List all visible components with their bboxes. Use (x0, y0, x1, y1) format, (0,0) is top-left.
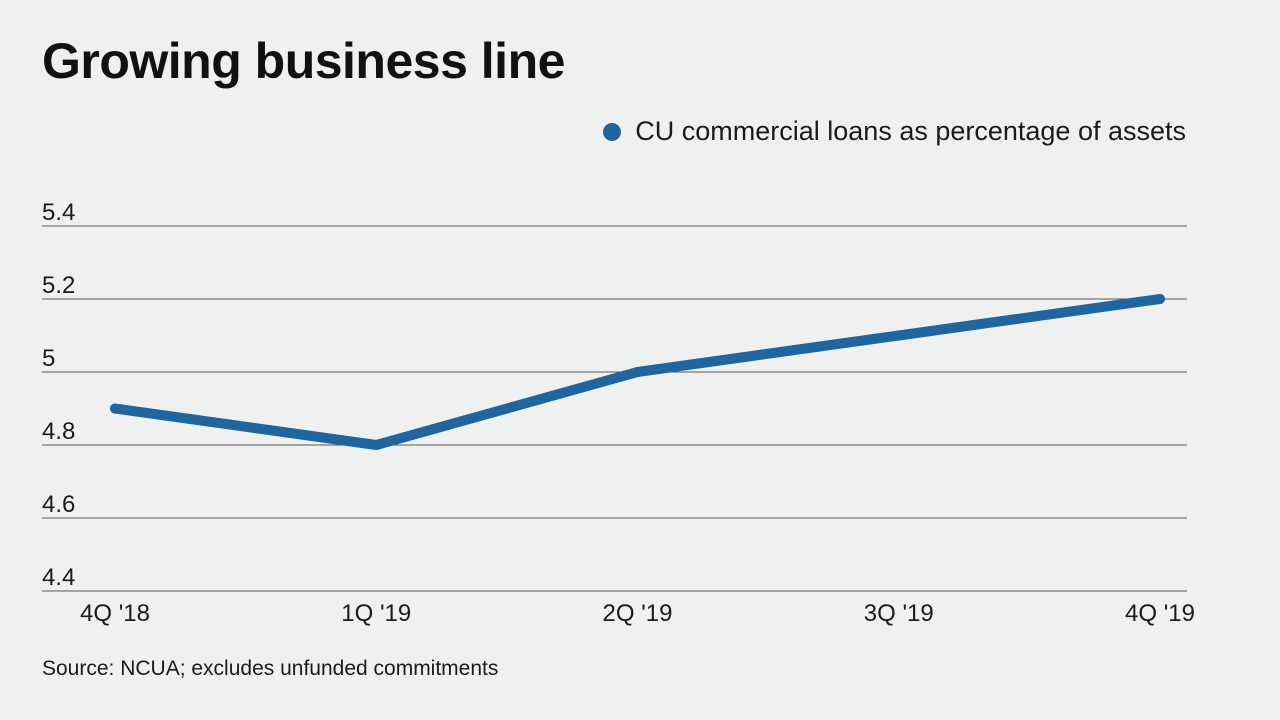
data-point (371, 440, 382, 450)
legend-label: CU commercial loans as percentage of ass… (635, 116, 1186, 146)
legend: CU commercial loans as percentage of ass… (603, 116, 1186, 147)
y-tick-label: 5 (42, 345, 55, 372)
y-tick-label: 4.4 (42, 564, 75, 591)
y-tick-label: 4.6 (42, 491, 75, 518)
x-tick-label: 3Q '19 (864, 600, 934, 627)
data-point (1155, 294, 1165, 304)
y-tick-label: 4.8 (42, 418, 75, 445)
x-tick-label: 1Q '19 (341, 600, 411, 627)
y-tick-label: 5.2 (42, 272, 75, 299)
data-point (632, 367, 643, 377)
x-tick-label: 4Q '19 (1125, 600, 1195, 627)
source-note: Source: NCUA; excludes unfunded commitme… (42, 657, 499, 680)
y-tick-label: 5.4 (42, 199, 75, 226)
chart-title: Growing business line (42, 33, 565, 89)
data-point (893, 330, 904, 341)
legend-swatch (603, 122, 622, 141)
data-point (110, 403, 120, 414)
x-tick-label: 2Q '19 (603, 600, 673, 627)
x-tick-label: 4Q '18 (80, 600, 150, 627)
